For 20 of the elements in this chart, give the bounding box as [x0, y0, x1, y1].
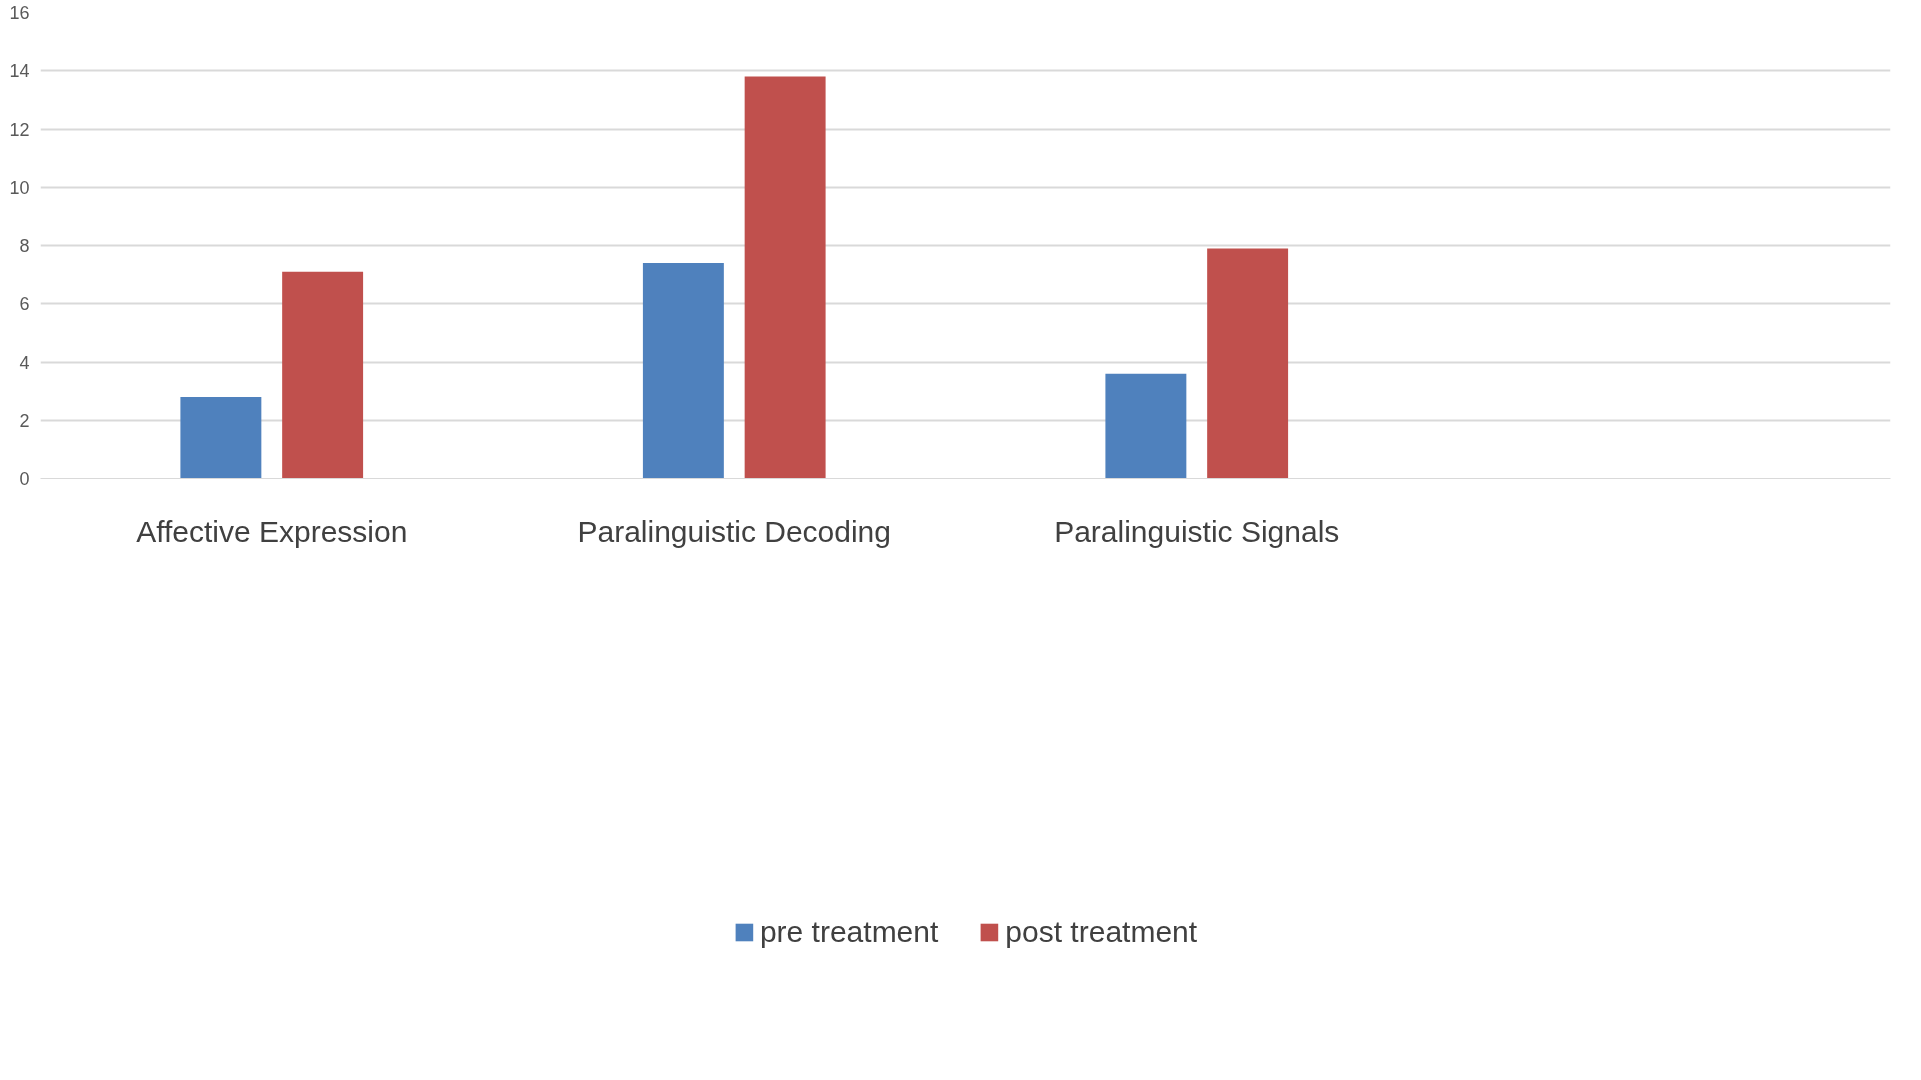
bar	[744, 76, 826, 479]
y-tick-label: 14	[9, 61, 30, 82]
bar	[1207, 248, 1289, 479]
y-tick-label: 4	[19, 352, 30, 373]
y-tick-label: 10	[9, 177, 30, 198]
y-tick-label: 12	[9, 119, 30, 140]
legend-label: post treatment	[1005, 914, 1198, 949]
x-tick-label: Paralinguistic Signals	[1054, 514, 1340, 548]
x-tick-label: Affective Expression	[136, 514, 408, 548]
legend-label: pre treatment	[759, 914, 939, 949]
y-tick-label: 8	[19, 236, 30, 256]
y-tick-label: 16	[9, 3, 30, 23]
bar	[282, 271, 364, 479]
x-tick-label: Paralinguistic Decoding	[577, 514, 892, 548]
y-tick-label: 0	[19, 469, 30, 489]
y-tick-label: 2	[19, 410, 30, 431]
y-tick-label: 6	[19, 294, 30, 315]
bar	[180, 396, 262, 479]
bar	[642, 262, 724, 479]
bar	[1105, 373, 1187, 479]
